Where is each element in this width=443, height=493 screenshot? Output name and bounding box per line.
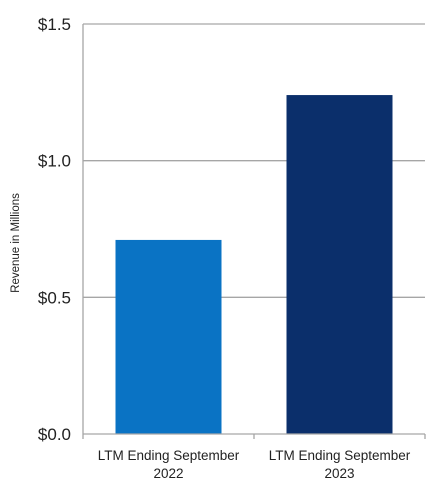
x-category-label-line: LTM Ending September <box>98 448 240 463</box>
y-tick-labels: $0.0 $0.5 $1.0 $1.5 <box>38 15 71 444</box>
y-tick-label: $0.5 <box>38 288 71 307</box>
x-category-label: LTM Ending September 2023 <box>269 448 411 481</box>
bars <box>115 95 393 435</box>
y-tick-label: $1.0 <box>38 152 71 171</box>
axes <box>82 24 426 439</box>
x-category-label-line: 2023 <box>324 466 354 481</box>
x-category-label: LTM Ending September 2022 <box>98 448 240 481</box>
bar <box>286 95 393 435</box>
bar <box>115 239 222 434</box>
x-category-label-line: LTM Ending September <box>269 448 411 463</box>
y-tick-label: $0.0 <box>38 425 71 444</box>
y-axis-title: Revenue in Millions <box>10 193 22 293</box>
x-category-label-line: 2022 <box>153 466 183 481</box>
y-tick-label: $1.5 <box>38 15 71 34</box>
